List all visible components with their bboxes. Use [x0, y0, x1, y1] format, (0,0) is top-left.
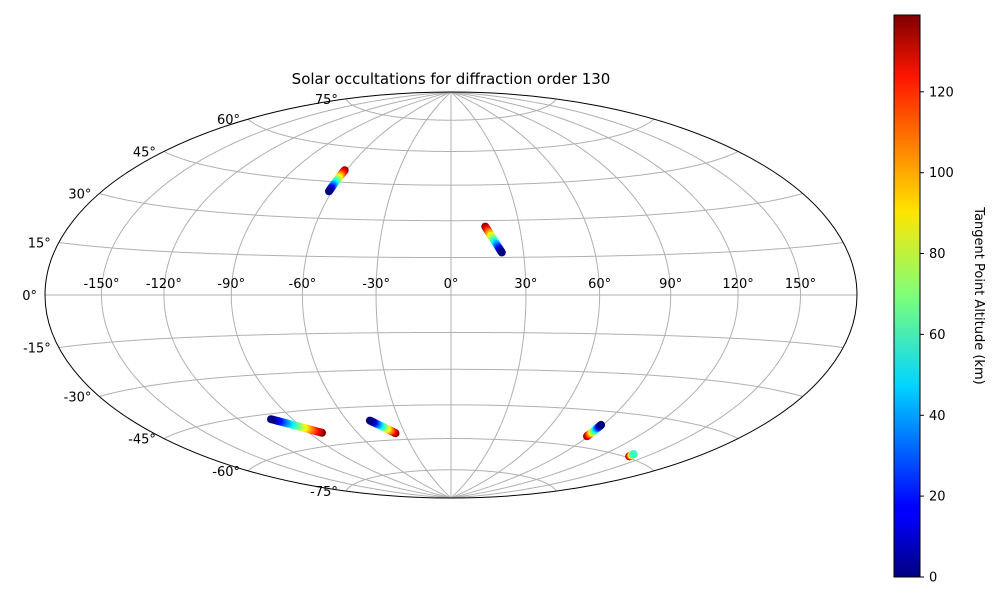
- parallel-line: [58, 331, 844, 349]
- latitude-tick-label: -15°: [23, 342, 51, 357]
- longitude-tick-label: -30°: [362, 277, 390, 292]
- occultation-point: [497, 248, 506, 257]
- longitude-tick-label: 0°: [444, 277, 459, 292]
- longitude-tick-label: -150°: [83, 277, 119, 292]
- chart-title: Solar occultations for diffraction order…: [292, 70, 611, 88]
- colorbar-tick-label: 0: [929, 571, 937, 586]
- parallel-line: [345, 98, 557, 121]
- colorbar-ticks: 0 20 40 60 80 100 120: [920, 85, 954, 586]
- colorbar-tick-label: 40: [929, 409, 946, 424]
- occultation-point: [597, 420, 606, 429]
- longitude-tick-label: -60°: [289, 277, 317, 292]
- latitude-tick-label: 60°: [217, 113, 240, 128]
- longitude-tick-label: 150°: [785, 277, 816, 292]
- occultation-point: [267, 415, 275, 424]
- longitude-tick-label: 30°: [514, 277, 537, 292]
- parallel-line: [163, 151, 739, 186]
- graticule: [45, 92, 857, 498]
- longitude-tick-labels: -150° -120° -90° -60° -30° 0° 30° 60° 90° 120° 150…: [83, 277, 816, 292]
- longitude-tick-label: 90°: [659, 277, 682, 292]
- latitude-tick-label: -60°: [212, 465, 240, 480]
- latitude-tick-label: 0°: [22, 289, 37, 304]
- latitude-tick-label: -30°: [64, 391, 92, 406]
- latitude-tick-label: -45°: [128, 433, 156, 448]
- parallel-line: [345, 469, 557, 492]
- longitude-tick-label: 120°: [722, 277, 753, 292]
- colorbar-label: Tangent Point Altitude (km): [971, 206, 986, 384]
- colorbar-tick-label: 60: [929, 328, 946, 343]
- parallel-line: [99, 368, 803, 397]
- map-boundary: [44, 91, 858, 499]
- parallel-line: [58, 241, 844, 259]
- occultation-point: [629, 450, 638, 459]
- colorbar-tick-label: 80: [929, 247, 946, 262]
- longitude-tick-label: 60°: [588, 277, 611, 292]
- latitude-tick-label: 30°: [68, 188, 91, 203]
- colorbar-tick-label: 120: [929, 85, 954, 100]
- longitude-tick-label: -90°: [217, 277, 245, 292]
- parallel-line: [99, 193, 803, 222]
- latitude-tick-label: 75°: [315, 93, 338, 108]
- colorbar-tick-label: 20: [929, 490, 946, 505]
- occultation-points: [267, 166, 638, 461]
- occultation-point: [325, 187, 333, 196]
- colorbar: [893, 14, 921, 578]
- parallel-line: [163, 404, 739, 439]
- latitude-tick-label: 45°: [133, 146, 156, 161]
- latitude-tick-label: 15°: [28, 237, 51, 252]
- latitude-tick-labels: -75° -60° -45° -30° -15° 0° 15° 30° 45° 60° 75°: [22, 93, 338, 500]
- longitude-tick-label: -120°: [146, 277, 182, 292]
- occultation-point: [365, 416, 374, 425]
- latitude-tick-label: -75°: [310, 485, 338, 500]
- colorbar-tick-label: 100: [929, 166, 954, 181]
- parallel-line: [247, 438, 655, 472]
- parallel-line: [247, 118, 655, 152]
